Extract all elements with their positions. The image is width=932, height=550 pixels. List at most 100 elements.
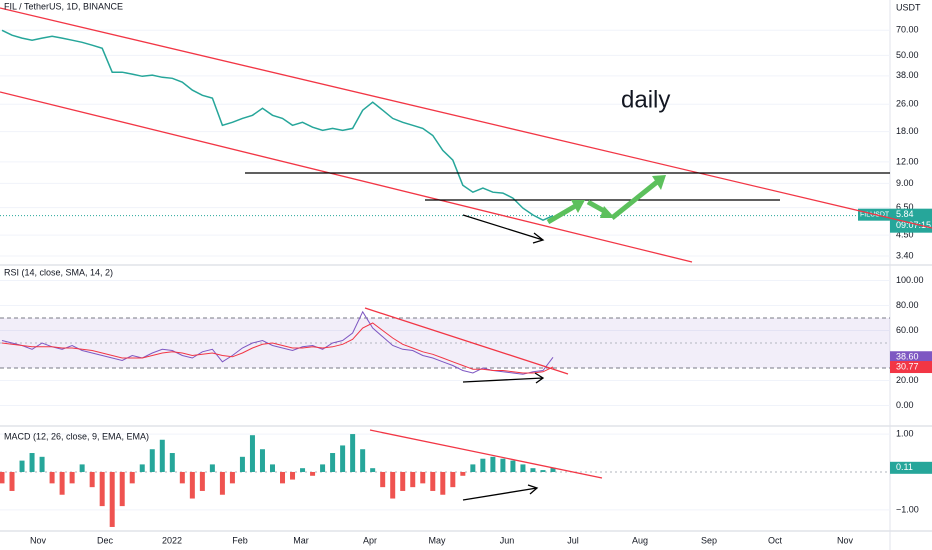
histogram-bar <box>199 471 205 491</box>
unit-label: USDT <box>896 2 921 12</box>
histogram-bar <box>510 460 516 472</box>
histogram-bar <box>0 471 5 484</box>
histogram-bar <box>219 471 225 495</box>
histogram-bar <box>450 471 456 488</box>
channel-lower <box>0 91 693 263</box>
histogram-bar <box>79 464 85 472</box>
histogram-bar <box>310 471 316 476</box>
histogram-bar <box>300 468 306 472</box>
histogram-bar <box>249 435 255 472</box>
value-tag <box>890 361 932 374</box>
histogram-bar <box>330 453 336 472</box>
rsi-trendline <box>364 307 569 375</box>
divergence-arrow <box>462 484 539 501</box>
arrow-head <box>571 175 666 218</box>
y-tick-label: 26.00 <box>896 99 919 109</box>
y-tick-label: 80.00 <box>896 300 919 310</box>
histogram-bar <box>139 464 145 472</box>
histogram-bar <box>89 471 95 488</box>
value-tag-label: 0.11 <box>896 462 913 472</box>
histogram-bar <box>269 464 275 472</box>
y-tick-label: 100.00 <box>896 275 924 285</box>
y-tick-label: 20.00 <box>896 375 919 385</box>
histogram-bar <box>500 458 506 472</box>
x-tick-label: Feb <box>232 535 248 545</box>
divergence-arrow <box>462 372 545 384</box>
histogram-bar <box>540 470 546 472</box>
histogram-bar <box>430 471 436 491</box>
histogram-bar <box>360 449 366 472</box>
x-tick-label: Jul <box>567 535 579 545</box>
histogram-bar <box>390 471 396 499</box>
y-tick-label: 38.00 <box>896 70 919 80</box>
histogram-bar <box>109 471 115 527</box>
histogram-bar <box>480 458 486 472</box>
value-tag <box>890 351 932 364</box>
histogram-bar <box>420 471 426 484</box>
histogram-bar <box>380 471 386 488</box>
y-tick-label: 6.50 <box>896 202 914 212</box>
value-tag-label: 38.60 <box>896 352 919 362</box>
x-tick-label: Nov <box>30 535 47 545</box>
histogram-bar <box>410 471 416 488</box>
histogram-bar <box>159 439 165 472</box>
histogram-bar <box>370 468 376 472</box>
histogram-bar <box>259 449 265 472</box>
price-tag <box>890 208 932 233</box>
value-tag-label: 30.77 <box>896 361 919 371</box>
histogram-bar <box>280 471 286 484</box>
histogram-bar <box>320 464 326 472</box>
histogram-bar <box>39 456 45 472</box>
histogram-bar <box>9 471 15 491</box>
price-title: FIL / TetherUS, 1D, BINANCE <box>4 1 123 11</box>
histogram-bar <box>530 468 536 472</box>
histogram-bar <box>340 445 346 472</box>
y-tick-label: 18.00 <box>896 126 919 136</box>
x-tick-label: Dec <box>97 535 114 545</box>
y-tick-label: 70.00 <box>896 25 919 35</box>
macd-title: MACD (12, 26, close, 9, EMA, EMA) <box>4 431 149 441</box>
value-tag <box>890 461 932 474</box>
series-line <box>1 310 554 375</box>
macd-trendline <box>369 429 603 479</box>
histogram-bar <box>49 471 55 484</box>
y-tick-label: 4.50 <box>896 230 914 240</box>
histogram-bar <box>520 464 526 472</box>
series-line <box>1 29 554 222</box>
projection-arrow <box>546 180 659 225</box>
histogram-bar <box>209 464 215 472</box>
y-tick-label: 0.00 <box>896 400 914 410</box>
x-tick-label: May <box>428 535 446 545</box>
histogram-bar <box>129 471 135 484</box>
histogram-bar <box>99 471 105 507</box>
histogram-bar <box>179 471 185 484</box>
y-tick-label: 12.00 <box>896 156 919 166</box>
x-tick-label: Aug <box>632 535 648 545</box>
histogram-bar <box>189 471 195 499</box>
channel-upper <box>0 7 932 229</box>
annotation: daily <box>621 86 670 113</box>
x-tick-label: Oct <box>768 535 783 545</box>
x-tick-label: Mar <box>293 535 309 545</box>
histogram-bar <box>169 453 175 472</box>
histogram-bar <box>460 471 466 476</box>
countdown: 09:07:15 <box>896 220 931 230</box>
histogram-bar <box>29 453 35 472</box>
y-tick-label: 60.00 <box>896 325 919 335</box>
y-tick-label: 1.00 <box>896 428 914 438</box>
y-tick-label: 50.00 <box>896 50 919 60</box>
x-tick-label: Nov <box>837 535 854 545</box>
histogram-bar <box>550 467 556 472</box>
histogram-bar <box>229 471 235 484</box>
histogram-bar <box>69 471 75 484</box>
x-tick-label: Sep <box>701 535 717 545</box>
histogram-bar <box>350 434 356 472</box>
x-tick-label: 2022 <box>162 535 182 545</box>
histogram-bar <box>440 471 446 495</box>
histogram-bar <box>19 460 25 472</box>
histogram-bar <box>59 471 65 495</box>
y-tick-label: 9.00 <box>896 178 914 188</box>
rsi-title: RSI (14, close, SMA, 14, 2) <box>4 267 113 277</box>
